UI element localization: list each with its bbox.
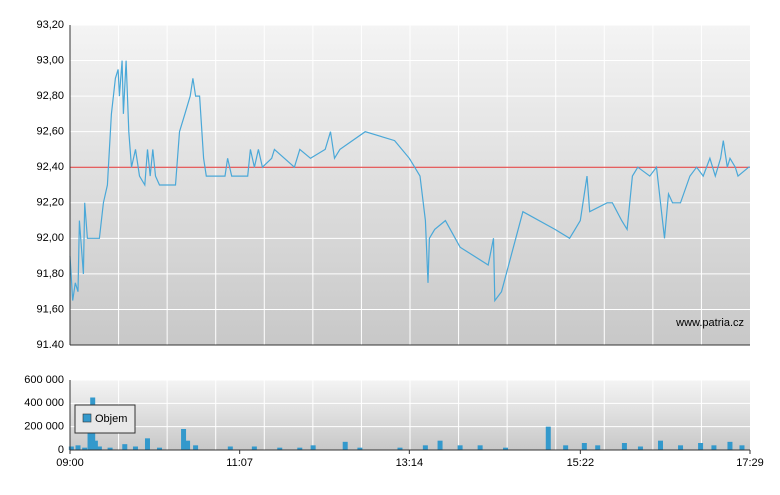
volume-bar xyxy=(678,445,684,450)
x-tick-label: 09:00 xyxy=(56,457,84,469)
volume-bar xyxy=(342,441,348,450)
y-tick-label: 200 000 xyxy=(24,421,64,433)
volume-bar xyxy=(357,447,363,450)
x-tick-label: 11:07 xyxy=(226,457,253,469)
volume-bar xyxy=(227,446,233,450)
volume-bar xyxy=(437,440,443,450)
volume-bar xyxy=(727,441,733,450)
legend: Objem xyxy=(74,404,136,434)
y-tick-label: 400 000 xyxy=(24,397,64,409)
volume-bar xyxy=(457,445,463,450)
y-tick-label: 93,20 xyxy=(36,19,64,31)
x-tick-label: 15:22 xyxy=(567,457,595,469)
volume-bar xyxy=(75,445,81,450)
volume-bar xyxy=(698,443,704,450)
volume-bar xyxy=(422,445,428,450)
volume-bar xyxy=(477,445,483,450)
volume-bar xyxy=(92,440,98,450)
volume-bar xyxy=(503,447,509,450)
volume-bar xyxy=(277,447,283,450)
y-tick-label: 0 xyxy=(58,444,64,456)
volume-bar xyxy=(157,447,163,450)
volume-bar xyxy=(96,446,102,450)
volume-bar xyxy=(193,445,199,450)
volume-bar xyxy=(185,440,191,450)
y-tick-label: 91,80 xyxy=(36,268,64,280)
y-tick-label: 92,80 xyxy=(36,90,64,102)
y-tick-label: 92,00 xyxy=(36,232,64,244)
volume-bar xyxy=(397,447,403,450)
y-tick-label: 91.40 xyxy=(36,339,64,351)
volume-bar xyxy=(144,438,150,450)
volume-bar xyxy=(68,446,74,450)
volume-bar xyxy=(637,446,643,450)
volume-bar xyxy=(107,447,113,450)
volume-bar xyxy=(181,429,187,450)
legend-swatch xyxy=(82,413,92,423)
y-tick-label: 600 000 xyxy=(24,374,64,386)
volume-bar xyxy=(545,426,551,450)
volume-bar xyxy=(563,445,569,450)
volume-bar xyxy=(87,432,93,450)
legend-label: Objem xyxy=(95,413,127,425)
volume-bar xyxy=(595,445,601,450)
y-tick-label: 92,60 xyxy=(36,126,64,138)
volume-bar xyxy=(297,447,303,450)
y-tick-label: 92,20 xyxy=(36,197,64,209)
y-tick-label: 92,40 xyxy=(36,161,64,173)
volume-bar xyxy=(581,443,587,450)
y-tick-label: 93,00 xyxy=(36,54,64,66)
volume-bar xyxy=(82,447,88,450)
volume-bar xyxy=(621,443,627,450)
volume-bar xyxy=(132,446,138,450)
volume-bar xyxy=(310,445,316,450)
volume-bar xyxy=(251,446,257,450)
x-tick-label: 13:14 xyxy=(396,457,424,469)
watermark: www.patria.cz xyxy=(675,317,744,329)
x-tick-label: 17:29 xyxy=(736,457,764,469)
volume-bar xyxy=(122,444,128,450)
volume-bar xyxy=(739,445,745,450)
volume-bar xyxy=(657,440,663,450)
price-line xyxy=(69,60,750,303)
y-tick-label: 91,60 xyxy=(36,303,64,315)
volume-bar xyxy=(711,445,717,450)
